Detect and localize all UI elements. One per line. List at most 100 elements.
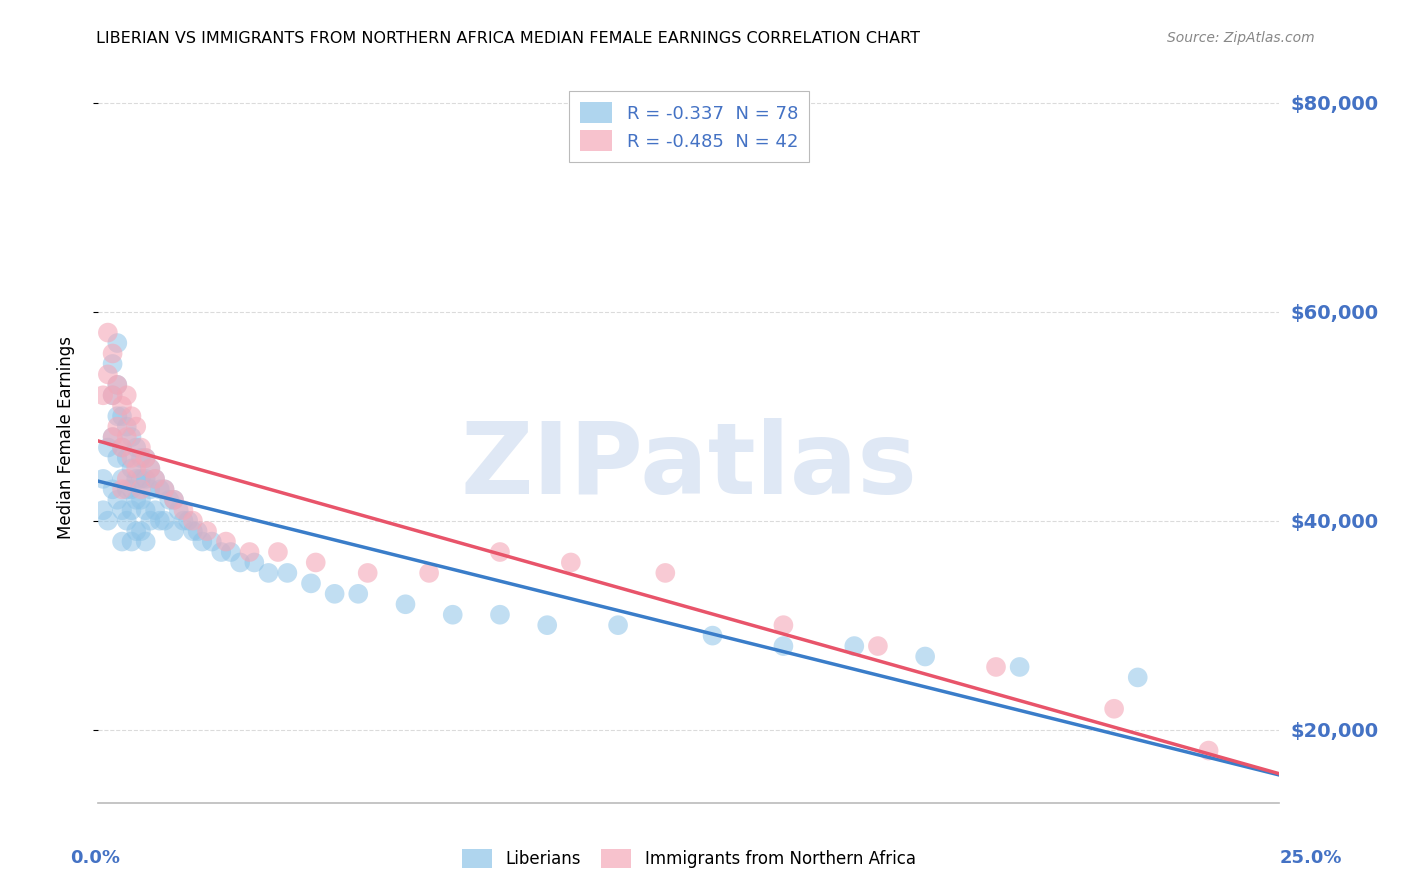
Point [153, 483, 176, 497]
Point [844, 639, 866, 653]
Point [172, 514, 194, 528]
Point [91, 472, 114, 486]
Point [394, 597, 416, 611]
Point [489, 607, 512, 622]
Point [125, 524, 148, 538]
Point [101, 388, 124, 402]
Point [323, 587, 346, 601]
Point [129, 492, 152, 507]
Point [105, 409, 128, 424]
Point [702, 629, 724, 643]
Point [607, 618, 630, 632]
Point [129, 450, 152, 465]
Point [181, 514, 204, 528]
Point [125, 492, 148, 507]
Point [172, 503, 194, 517]
Point [121, 409, 143, 424]
Point [111, 483, 134, 497]
Point [135, 472, 157, 486]
Point [115, 450, 138, 465]
Point [177, 514, 200, 528]
Point [305, 556, 328, 570]
Point [129, 441, 152, 455]
Point [135, 450, 157, 465]
Point [149, 514, 172, 528]
Point [1008, 660, 1031, 674]
Point [115, 388, 138, 402]
Point [115, 483, 138, 497]
Point [97, 368, 120, 382]
Point [115, 472, 138, 486]
Point [91, 388, 114, 402]
Point [121, 461, 143, 475]
Point [229, 556, 252, 570]
Point [105, 492, 128, 507]
Point [105, 419, 128, 434]
Point [111, 441, 134, 455]
Point [111, 503, 134, 517]
Point [187, 524, 209, 538]
Point [772, 618, 794, 632]
Point [181, 524, 204, 538]
Point [347, 587, 370, 601]
Text: Source: ZipAtlas.com: Source: ZipAtlas.com [1167, 31, 1315, 45]
Point [357, 566, 380, 580]
Point [121, 503, 143, 517]
Point [1102, 702, 1125, 716]
Point [121, 483, 143, 497]
Point [267, 545, 290, 559]
Point [125, 472, 148, 486]
Point [441, 607, 464, 622]
Point [121, 450, 143, 465]
Point [115, 419, 138, 434]
Point [195, 524, 218, 538]
Point [105, 450, 128, 465]
Point [163, 492, 186, 507]
Point [153, 483, 176, 497]
Point [215, 534, 238, 549]
Point [129, 483, 152, 497]
Point [125, 419, 148, 434]
Point [153, 514, 176, 528]
Point [167, 503, 190, 517]
Point [299, 576, 322, 591]
Point [111, 472, 134, 486]
Point [139, 483, 162, 497]
Point [91, 503, 114, 517]
Point [101, 430, 124, 444]
Point [201, 534, 224, 549]
Point [418, 566, 440, 580]
Point [111, 441, 134, 455]
Point [105, 377, 128, 392]
Point [243, 556, 266, 570]
Point [157, 492, 180, 507]
Point [105, 336, 128, 351]
Text: 25.0%: 25.0% [1279, 849, 1341, 867]
Point [276, 566, 298, 580]
Point [209, 545, 232, 559]
Point [143, 503, 166, 517]
Point [163, 524, 186, 538]
Point [115, 430, 138, 444]
Point [129, 472, 152, 486]
Point [143, 472, 166, 486]
Y-axis label: Median Female Earnings: Median Female Earnings [56, 335, 75, 539]
Point [560, 556, 582, 570]
Point [139, 461, 162, 475]
Point [984, 660, 1007, 674]
Point [101, 430, 124, 444]
Point [97, 441, 120, 455]
Point [536, 618, 558, 632]
Point [219, 545, 242, 559]
Point [239, 545, 262, 559]
Text: 0.0%: 0.0% [70, 849, 121, 867]
Point [97, 514, 120, 528]
Point [101, 483, 124, 497]
Point [257, 566, 280, 580]
Point [163, 492, 186, 507]
Point [125, 461, 148, 475]
Point [654, 566, 676, 580]
Point [121, 534, 143, 549]
Text: ZIPatlas: ZIPatlas [461, 417, 917, 515]
Point [149, 483, 172, 497]
